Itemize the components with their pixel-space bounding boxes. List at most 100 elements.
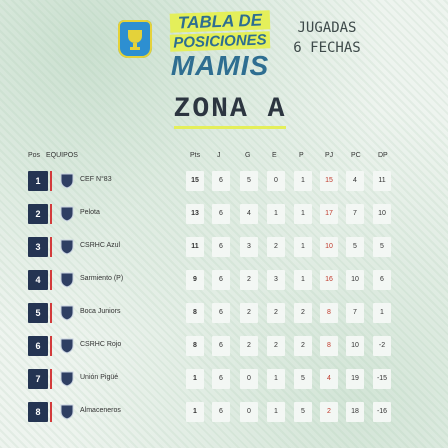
table-row: 1 CEF N°83 15 6 5 0 1 15 4 11 [0, 166, 448, 196]
brand-title: TABLA DE POSICIONES MAMIS [169, 10, 271, 80]
stat-dp: -16 [373, 402, 391, 422]
stat-pc: 10 [346, 336, 364, 356]
stat-p: 1 [294, 270, 312, 290]
stat-dp: -15 [373, 369, 391, 389]
stat-g: 4 [240, 204, 258, 224]
header-pos: Pos [28, 152, 41, 159]
stat-j: 6 [212, 204, 230, 224]
zone-underline [174, 126, 286, 129]
stat-pj: 2 [320, 402, 338, 422]
header-dp: DP [378, 152, 388, 159]
stat-pc: 5 [346, 237, 364, 257]
stat-pj: 16 [320, 270, 338, 290]
table-header: Pos EQUIPOS Pts J G E P PJ PC DP [0, 152, 448, 164]
brand-line-2: POSICIONES [169, 31, 271, 52]
stat-pc: 7 [346, 204, 364, 224]
stat-pc: 4 [346, 171, 364, 191]
table-row: 2 Pelota 13 6 4 1 1 17 7 10 [0, 199, 448, 229]
row-accent [50, 237, 52, 257]
stat-pts: 8 [186, 303, 204, 323]
stat-pj: 8 [320, 336, 338, 356]
team-shield-icon [60, 173, 74, 189]
position-badge: 3 [28, 237, 48, 257]
stat-pc: 10 [346, 270, 364, 290]
table-row: 5 Boca Juniors 8 6 2 2 2 8 7 1 [0, 298, 448, 328]
stat-e: 1 [267, 402, 285, 422]
table-row: 8 Almaceneros 1 6 0 1 5 2 18 -16 [0, 397, 448, 427]
position-badge: 6 [28, 336, 48, 356]
stat-g: 2 [240, 303, 258, 323]
header-e: E [272, 152, 277, 159]
stat-pj: 15 [320, 171, 338, 191]
stat-dp: -2 [373, 336, 391, 356]
stat-e: 0 [267, 171, 285, 191]
row-accent [50, 204, 52, 224]
team-shield-icon [60, 404, 74, 420]
stat-pts: 8 [186, 336, 204, 356]
position-badge: 4 [28, 270, 48, 290]
team-name: Pelota [80, 209, 100, 216]
trophy-logo-icon [118, 20, 152, 58]
stat-g: 5 [240, 171, 258, 191]
header-g: G [245, 152, 251, 159]
header-pj: PJ [325, 152, 334, 159]
stat-pj: 8 [320, 303, 338, 323]
header-pts: Pts [190, 152, 201, 159]
stat-g: 0 [240, 369, 258, 389]
stat-p: 5 [294, 369, 312, 389]
stat-p: 5 [294, 402, 312, 422]
header-pc: PC [351, 152, 361, 159]
team-shield-icon [60, 371, 74, 387]
rounds-played: JUGADAS 6 FECHAS [282, 18, 372, 58]
stat-j: 6 [212, 369, 230, 389]
stat-pj: 4 [320, 369, 338, 389]
row-accent [50, 402, 52, 422]
stat-p: 2 [294, 336, 312, 356]
row-accent [50, 303, 52, 323]
position-badge: 5 [28, 303, 48, 323]
stat-p: 1 [294, 237, 312, 257]
team-name: CSRHC Rojo [80, 341, 122, 348]
stat-pj: 17 [320, 204, 338, 224]
team-name: Unión Pigüé [80, 374, 119, 381]
position-badge: 2 [28, 204, 48, 224]
stat-dp: 6 [373, 270, 391, 290]
stat-j: 6 [212, 336, 230, 356]
stat-g: 3 [240, 237, 258, 257]
stat-p: 2 [294, 303, 312, 323]
position-badge: 8 [28, 402, 48, 422]
stat-g: 2 [240, 270, 258, 290]
table-row: 4 Sarmiento (P) 9 6 2 3 1 16 10 6 [0, 265, 448, 295]
stat-e: 2 [267, 237, 285, 257]
stat-pts: 1 [186, 369, 204, 389]
stat-pc: 18 [346, 402, 364, 422]
header-p: P [299, 152, 304, 159]
stat-pts: 13 [186, 204, 204, 224]
stat-j: 6 [212, 270, 230, 290]
team-shield-icon [60, 305, 74, 321]
team-name: Sarmiento (P) [80, 275, 124, 282]
team-shield-icon [60, 206, 74, 222]
stat-dp: 10 [373, 204, 391, 224]
team-name: CEF N°83 [80, 176, 112, 183]
brand-line-1: TABLA DE [169, 10, 271, 33]
position-badge: 1 [28, 171, 48, 191]
stat-pts: 9 [186, 270, 204, 290]
team-shield-icon [60, 338, 74, 354]
stat-pj: 10 [320, 237, 338, 257]
stat-e: 1 [267, 204, 285, 224]
row-accent [50, 336, 52, 356]
stat-e: 3 [267, 270, 285, 290]
team-name: CSRHC Azul [80, 242, 121, 249]
stat-j: 6 [212, 303, 230, 323]
stat-dp: 11 [373, 171, 391, 191]
zone-title: ZONA A [173, 94, 287, 125]
team-shield-icon [60, 272, 74, 288]
row-accent [50, 369, 52, 389]
team-name: Boca Juniors [80, 308, 121, 315]
stat-g: 0 [240, 402, 258, 422]
stat-e: 2 [267, 336, 285, 356]
stat-pts: 15 [186, 171, 204, 191]
stat-g: 2 [240, 336, 258, 356]
stat-dp: 5 [373, 237, 391, 257]
